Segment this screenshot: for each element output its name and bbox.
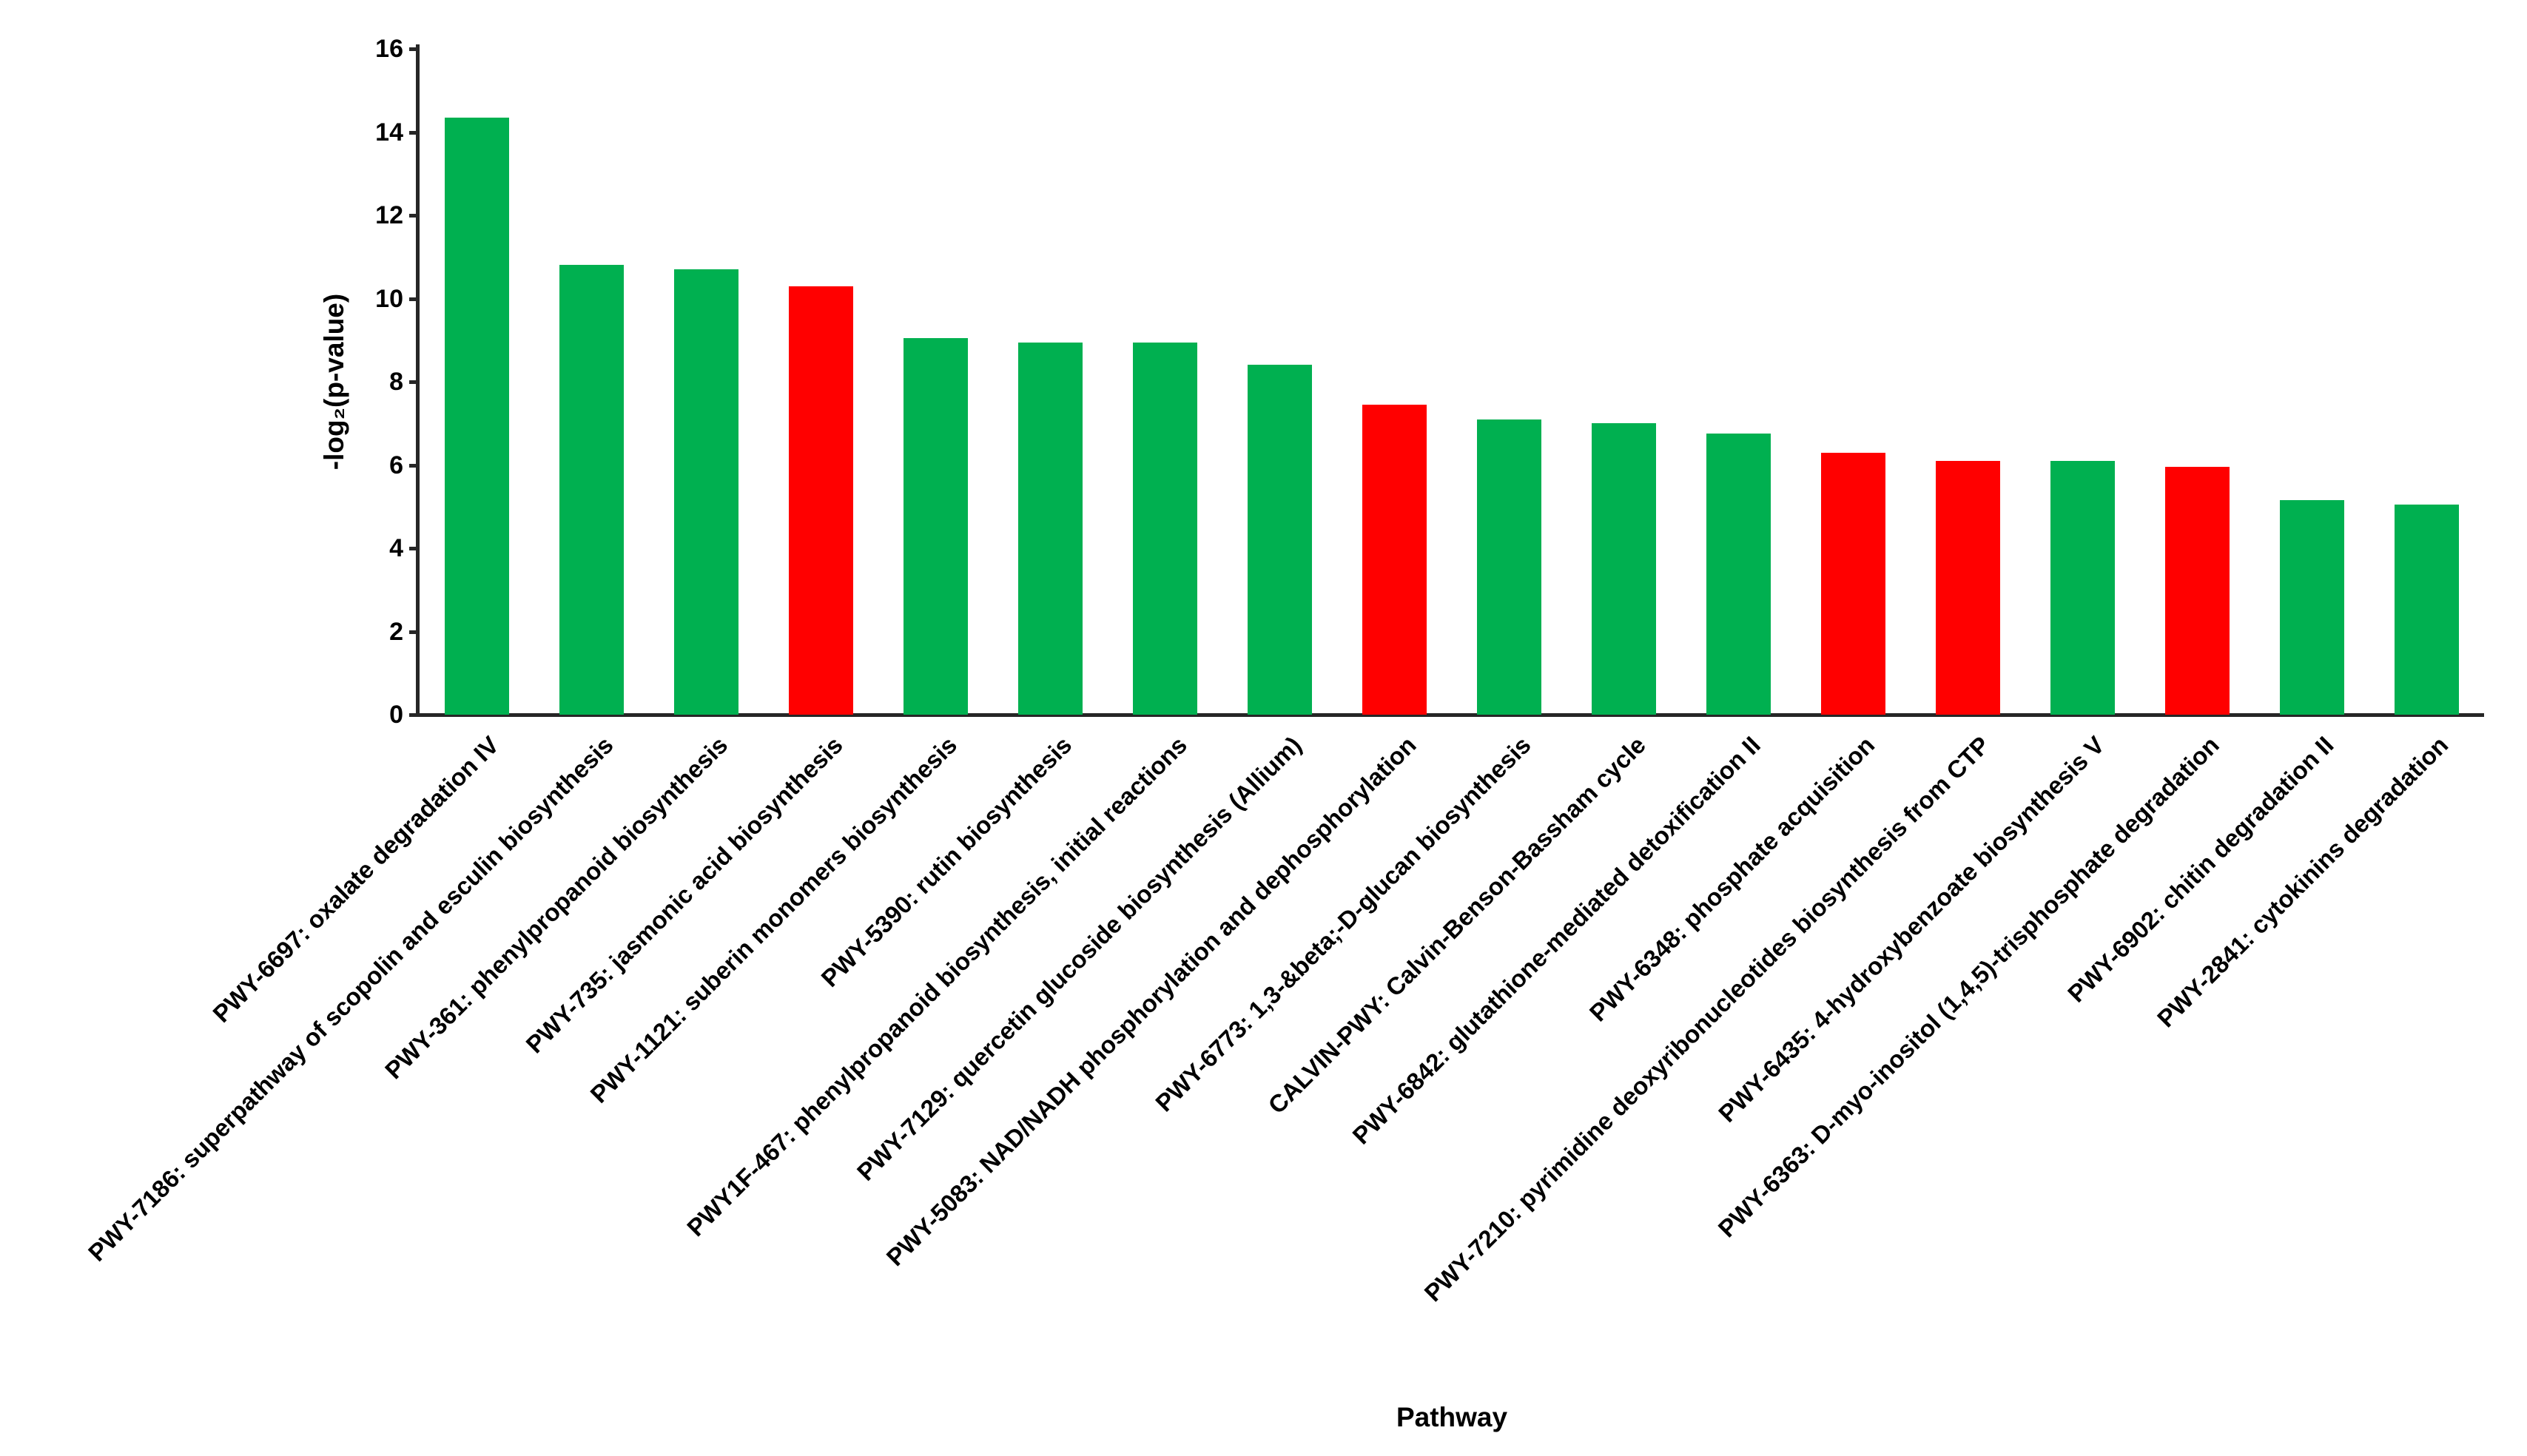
x-tick-label: PWY-6435: 4-hydroxybenzoate biosynthesis… (1712, 731, 2110, 1128)
y-tick-label: 8 (389, 368, 403, 396)
chart-bar (789, 286, 853, 715)
chart-bar (1592, 423, 1656, 715)
y-axis-line (416, 44, 420, 717)
y-tick-label: 6 (389, 451, 403, 479)
y-tick-label: 16 (375, 35, 403, 63)
chart-bar (1018, 343, 1083, 715)
x-tick-label: PWY-5083: NAD/NADH phosphorylation and d… (881, 731, 1421, 1272)
y-tick-mark (409, 297, 420, 301)
chart-bar (1706, 434, 1771, 715)
chart-bar (2050, 461, 2115, 715)
y-tick-mark (409, 547, 420, 550)
y-tick-label: 2 (389, 617, 403, 646)
x-tick-label: PWY-5390: rutin biosynthesis (815, 731, 1077, 992)
chart-bar (1362, 405, 1427, 715)
y-tick-mark (409, 713, 420, 717)
chart-bar (2165, 467, 2230, 715)
chart-bar (1248, 365, 1312, 715)
chart-bar (674, 269, 738, 715)
y-tick-mark (409, 214, 420, 218)
x-axis-title: Pathway (1396, 1402, 1508, 1432)
x-tick-label: PWY-7129: quercetin glucoside biosynthes… (851, 731, 1307, 1186)
y-tick-mark (409, 380, 420, 384)
y-tick-mark (409, 130, 420, 135)
chart-bar (1477, 419, 1541, 715)
chart-bar (559, 265, 624, 715)
x-axis-line (416, 713, 2484, 717)
x-tick-label: PWY-7210: pyrimidine deoxyribonucleotide… (1419, 731, 1995, 1307)
y-tick-label: 0 (389, 701, 403, 729)
chart-bar (1133, 343, 1197, 715)
chart-bar (1821, 453, 1885, 715)
chart-bar (445, 118, 509, 715)
y-tick-label: 4 (389, 534, 403, 562)
x-tick-label: PWY-6842: glutathione-mediated detoxific… (1347, 731, 1766, 1150)
y-tick-label: 12 (375, 201, 403, 229)
y-tick-label: 14 (375, 118, 403, 146)
chart-bar (904, 338, 968, 715)
y-tick-mark (409, 630, 420, 634)
y-tick-mark (409, 47, 420, 51)
chart-bar (2395, 505, 2459, 715)
y-tick-mark (409, 463, 420, 468)
chart-bar (1936, 461, 2000, 715)
chart-bar (2280, 500, 2344, 715)
x-tick-label: PWY-7186: superpathway of scopolin and e… (82, 731, 619, 1267)
y-tick-label: 10 (375, 284, 403, 313)
